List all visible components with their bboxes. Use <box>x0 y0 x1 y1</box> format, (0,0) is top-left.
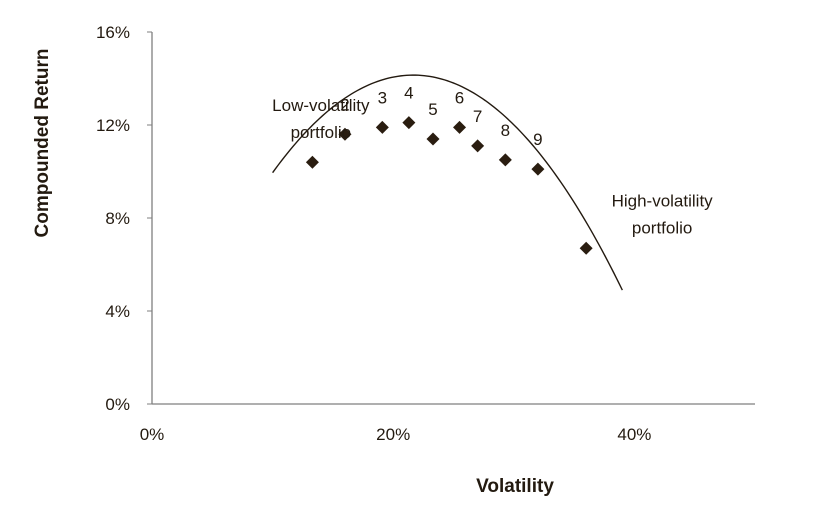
data-point-marker <box>579 241 593 255</box>
data-point-marker <box>471 139 485 153</box>
data-point-marker <box>338 127 352 141</box>
y-tick-label: 4% <box>105 302 130 321</box>
y-tick-label: 0% <box>105 395 130 414</box>
point-label: 3 <box>378 88 387 107</box>
data-point-marker <box>426 132 440 146</box>
point-label: 9 <box>533 130 542 149</box>
x-axis-title: Volatility <box>476 476 554 497</box>
high-volatility-annotation: High-volatility portfolio <box>612 191 714 237</box>
low-volatility-annotation: Low-volatility portfolio <box>272 96 370 142</box>
data-point-marker <box>498 153 512 167</box>
point-label: 2 <box>340 95 349 114</box>
y-tick-label: 12% <box>96 116 130 135</box>
data-points <box>305 116 593 255</box>
y-axis-title: Compounded Return <box>32 49 53 238</box>
x-tick-label: 0% <box>140 425 165 444</box>
x-tick-label: 20% <box>376 425 410 444</box>
data-point-marker <box>375 120 389 134</box>
point-label: 8 <box>501 121 510 140</box>
data-point-marker <box>402 116 416 130</box>
point-label: 7 <box>473 107 482 126</box>
y-tick-label: 16% <box>96 23 130 42</box>
x-tick-label: 40% <box>617 425 651 444</box>
fitted-curve <box>272 74 623 291</box>
point-label: 4 <box>404 84 413 103</box>
data-point-marker <box>305 155 319 169</box>
data-point-marker <box>531 162 545 176</box>
y-tick-label: 8% <box>105 209 130 228</box>
point-label: 5 <box>428 100 437 119</box>
point-label: 6 <box>455 88 464 107</box>
fitted-curve-layer <box>272 74 623 291</box>
axes: 0% 4% 8% 12% 16% 0% 20% 40% <box>96 23 755 444</box>
data-point-marker <box>453 120 467 134</box>
annotations: Low-volatility portfolio High-volatility po… <box>272 96 713 237</box>
